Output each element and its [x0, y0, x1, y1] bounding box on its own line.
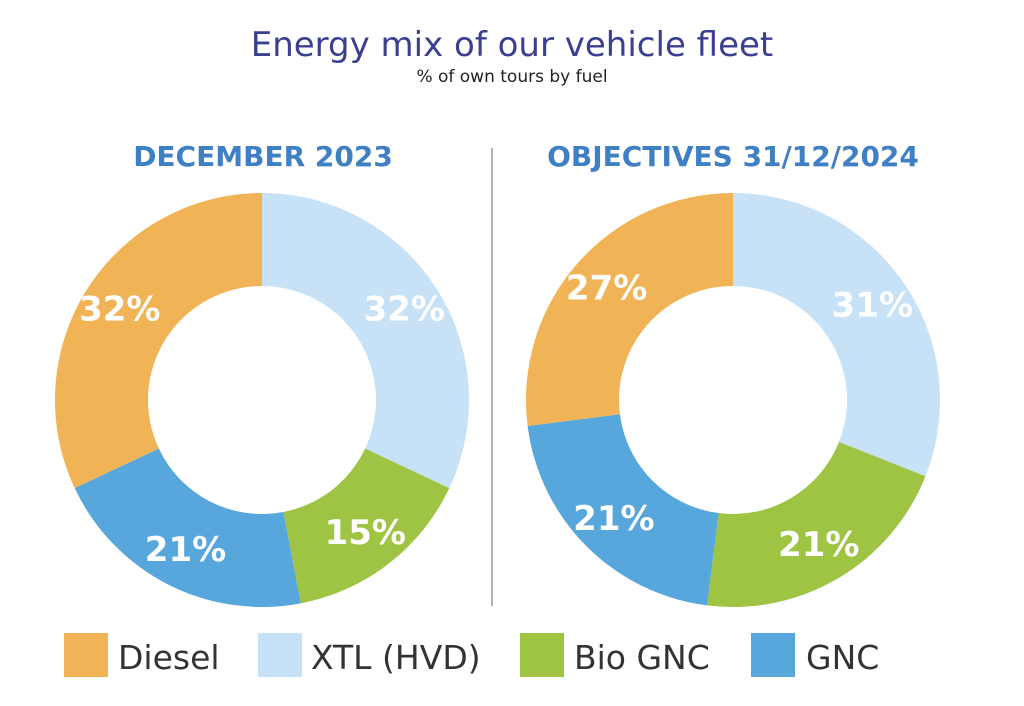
slice-xtl-hvd [262, 193, 469, 489]
slice-label-bio-gnc: 21% [778, 525, 859, 565]
slice-gnc [527, 414, 719, 606]
legend-label-diesel: Diesel [118, 638, 220, 677]
panel-title-right: OBJECTIVES 31/12/2024 [547, 140, 919, 173]
legend-swatch-bio-gnc [520, 633, 564, 677]
legend-swatch-gnc [751, 633, 795, 677]
slice-label-xtl-hvd: 32% [364, 290, 445, 330]
slice-bio-gnc [283, 448, 450, 604]
donut-objectives-2024: 31% 21% 21% 27% [526, 192, 940, 608]
legend-swatch-diesel [64, 633, 108, 677]
legend-label-gnc: GNC [806, 638, 879, 677]
slice-label-bio-gnc: 15% [325, 513, 406, 553]
donut-december-2023: 32% 15% 21% 32% [54, 193, 469, 607]
legend: Diesel XTL (HVD) Bio GNC GNC [64, 633, 879, 677]
slice-bio-gnc [707, 441, 926, 608]
panel-title-left: DECEMBER 2023 [133, 140, 393, 173]
slice-label-gnc: 21% [145, 530, 226, 570]
legend-label-bio-gnc: Bio GNC [574, 638, 710, 677]
slice-label-gnc: 21% [573, 499, 654, 539]
slice-label-xtl-hvd: 31% [832, 285, 913, 325]
legend-label-xtl-hvd: XTL (HVD) [311, 638, 481, 677]
chart-subtitle: % of own tours by fuel [416, 67, 607, 87]
slice-gnc [74, 448, 301, 607]
legend-swatch-xtl-hvd [258, 633, 302, 677]
slice-diesel [54, 193, 262, 489]
slice-diesel [526, 192, 733, 426]
chart-title: Energy mix of our vehicle fleet [251, 25, 774, 65]
slice-label-diesel: 27% [566, 269, 647, 309]
slice-label-diesel: 32% [79, 290, 160, 330]
slice-xtl-hvd [733, 193, 940, 477]
